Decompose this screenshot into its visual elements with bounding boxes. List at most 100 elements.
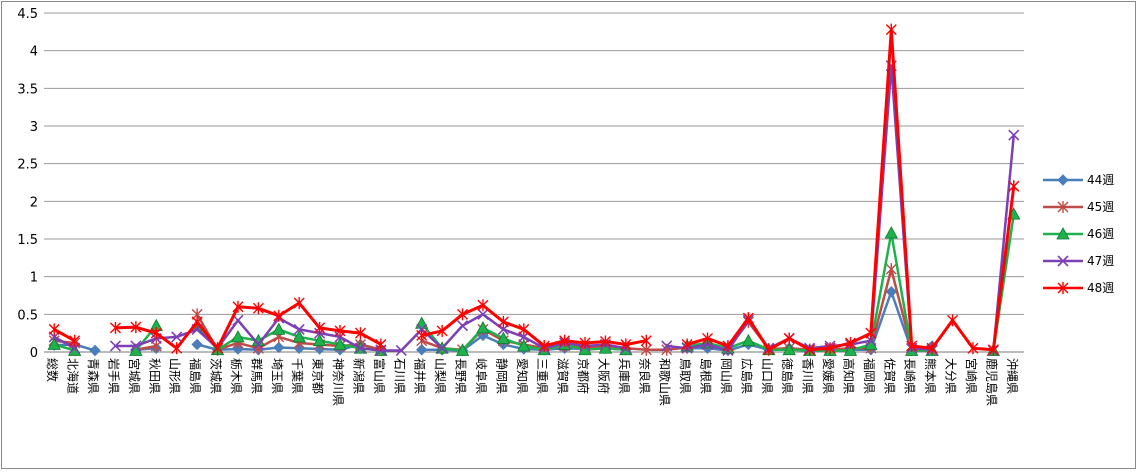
x-tick-label: 徳島県 — [780, 358, 795, 394]
x-tick-label: 三重県 — [535, 358, 549, 394]
legend-item: 45週 — [1043, 200, 1114, 214]
data-point — [150, 327, 162, 340]
data-point — [252, 338, 264, 351]
data-point — [292, 330, 306, 343]
data-point — [334, 324, 346, 337]
x-tick-label: 千葉県 — [290, 358, 304, 394]
legend-item: 47週 — [1043, 254, 1114, 268]
x-tick-label: 愛媛県 — [821, 358, 835, 394]
data-point — [763, 343, 775, 356]
legend-label: 47週 — [1087, 254, 1114, 268]
data-point — [354, 342, 367, 354]
data-point — [599, 335, 611, 348]
data-point — [967, 342, 979, 355]
y-tick-label: 4 — [30, 45, 38, 60]
data-point — [1057, 201, 1069, 213]
data-point — [844, 336, 856, 349]
data-point — [314, 321, 326, 334]
data-point — [312, 333, 327, 347]
gridlines — [44, 12, 1024, 353]
y-tick-label: 4.5 — [17, 7, 38, 22]
data-point — [375, 338, 387, 351]
x-tick-label: 滋賀県 — [556, 358, 570, 394]
series-line — [686, 28, 1016, 352]
x-tick-label: 茨城県 — [209, 358, 223, 394]
x-tick-label: 岡山県 — [719, 358, 733, 394]
data-point — [722, 339, 734, 352]
data-point — [354, 327, 366, 340]
x-tick-label: 青森県 — [86, 358, 101, 394]
x-tick-label: 岩手県 — [106, 358, 121, 394]
data-point — [782, 342, 796, 356]
data-point — [804, 343, 816, 356]
x-tick-label: 静岡県 — [494, 358, 508, 394]
data-point — [109, 340, 122, 352]
x-tick-label: 長野県 — [454, 358, 468, 394]
data-point — [293, 323, 305, 335]
x-tick-label: 富山県 — [372, 358, 387, 394]
data-point — [89, 344, 101, 357]
data-point — [1057, 174, 1069, 186]
x-tick-label: 愛知県 — [515, 358, 529, 394]
data-point — [559, 334, 571, 347]
data-point — [885, 23, 897, 36]
x-tick-label: 熊本県 — [923, 358, 938, 394]
data-point — [1008, 129, 1020, 141]
x-tick-label: 大分県 — [944, 358, 958, 394]
data-point — [67, 343, 82, 356]
legend-label: 46週 — [1087, 227, 1114, 241]
x-tick-label: 福井県 — [413, 358, 428, 394]
data-point — [1057, 282, 1069, 294]
x-tick-label: 山形県 — [168, 358, 182, 394]
x-tick-label: 石川県 — [392, 358, 406, 394]
data-point — [947, 314, 959, 327]
data-point — [843, 343, 858, 356]
series-line — [196, 324, 382, 352]
x-tick-label: 鳥取県 — [678, 358, 693, 394]
x-tick-label: 佐賀県 — [882, 358, 896, 394]
data-point — [681, 338, 693, 351]
x-tick-label: 広島県 — [739, 358, 754, 394]
data-point — [457, 308, 469, 321]
x-tick-label: 神奈川県 — [331, 358, 345, 406]
x-tick-label: 新潟県 — [351, 358, 366, 394]
series-line — [666, 64, 933, 352]
x-tick-label: 群馬県 — [249, 358, 263, 394]
series-line — [53, 335, 76, 350]
data-point — [416, 344, 428, 356]
data-point — [1057, 255, 1069, 267]
data-point — [518, 323, 530, 336]
data-point — [477, 299, 489, 312]
data-point — [865, 327, 877, 340]
x-tick-label: 兵庫県 — [617, 358, 631, 394]
legend-label: 45週 — [1087, 200, 1114, 214]
data-point — [884, 226, 898, 239]
x-tick-label: 奈良県 — [637, 358, 652, 394]
x-tick-label: 山梨県 — [433, 358, 447, 394]
legend: 44週 45週 46週 47週 48週 — [1043, 173, 1114, 295]
data-point — [232, 314, 244, 326]
x-tick-label: 福岡県 — [862, 358, 877, 394]
data-point — [273, 309, 285, 322]
x-tick-label: 山口県 — [760, 358, 774, 394]
data-point — [885, 263, 897, 276]
data-point — [48, 323, 60, 336]
data-point — [395, 344, 407, 357]
data-point — [130, 340, 142, 352]
x-tick-label: 総数 — [45, 358, 60, 382]
data-point — [47, 337, 61, 350]
data-point — [436, 324, 448, 337]
x-tick-label: 埼玉県 — [270, 358, 284, 394]
data-point — [69, 334, 81, 347]
series-line — [421, 267, 933, 351]
legend-label: 48週 — [1087, 281, 1114, 295]
data-point — [640, 334, 652, 347]
data-point — [1008, 180, 1020, 193]
data-point — [232, 343, 244, 355]
data-point — [496, 331, 511, 344]
x-tick-label: 宮城県 — [127, 358, 142, 394]
y-tick-label: 0 — [30, 346, 38, 361]
data-point — [333, 337, 347, 350]
